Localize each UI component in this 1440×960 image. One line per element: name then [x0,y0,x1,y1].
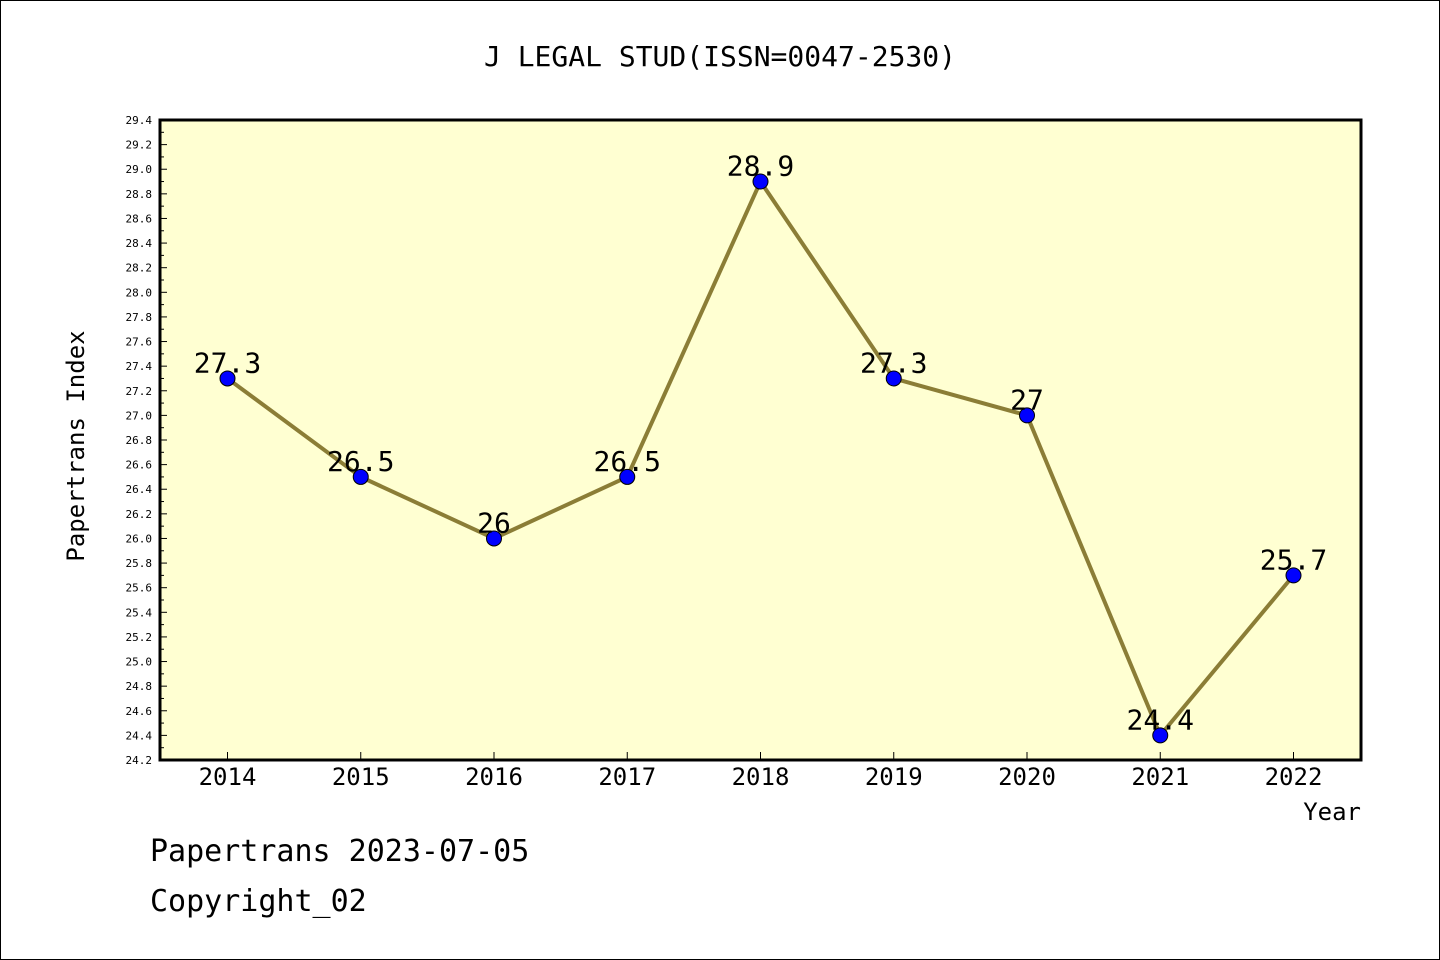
x-axis-title: Year [1303,798,1361,826]
y-tick-label: 28.2 [126,262,153,275]
x-tick-label: 2017 [598,763,656,791]
y-tick-label: 27.4 [126,360,153,373]
x-tick-label: 2022 [1265,763,1323,791]
x-axis: 2014 2015 2016 2017 2018 2019 2020 2021 2022 [199,752,1323,791]
data-label: 26 [477,506,511,539]
data-label: 26.5 [327,445,394,478]
data-point [885,370,902,387]
y-tick-label: 25.4 [126,606,153,619]
data-label: 27.3 [860,346,927,379]
chart-title: J LEGAL STUD(ISSN=0047-2530) [484,40,956,73]
y-tick-label: 24.6 [126,705,153,718]
data-label: 25.7 [1260,543,1327,576]
data-label: 26.5 [594,445,661,478]
y-tick-label: 27.2 [126,385,153,398]
data-label: 27 [1010,383,1044,416]
data-point [486,530,502,547]
data-label: 28.9 [727,150,794,183]
data-point [752,173,769,190]
y-tick-label: 28.8 [126,188,153,201]
y-tick-label: 25.8 [126,557,153,570]
data-point [1019,407,1035,424]
x-tick-label: 2014 [199,763,257,791]
y-axis-title: Papertrans Index [62,330,90,561]
y-tick-label: 27.0 [126,409,153,422]
x-tick-label: 2016 [465,763,523,791]
plot-area [158,118,1363,762]
y-tick-label: 28.6 [126,212,153,225]
y-tick-label: 28.4 [126,237,153,250]
footer-copyright: Copyright_02 [150,884,367,919]
data-point [352,468,369,485]
x-tick-label: 2015 [332,763,390,791]
y-tick-label: 29.2 [126,139,153,152]
y-tick-label: 26.4 [126,483,153,496]
y-tick-label: 24.4 [126,729,153,742]
data-point [219,370,236,387]
x-tick-label: 2018 [732,763,790,791]
y-tick-label: 26.0 [126,532,153,545]
data-point [619,468,636,485]
series-line-group [219,173,1302,744]
data-point [1285,567,1302,584]
y-tick-label: 24.8 [126,680,153,693]
data-point [1152,727,1169,744]
footer-date: Papertrans 2023-07-05 [150,834,530,869]
y-axis: 24.2 24.4 24.6 24.8 25.0 25.2 25.4 25.6 25.8 26.0… [126,114,167,767]
y-tick-label: 25.0 [126,656,153,669]
data-label: 24.4 [1127,703,1194,736]
y-tick-label: 25.6 [126,582,153,595]
y-tick-label: 26.2 [126,508,153,521]
data-labels: 27.3 26.5 26 26.5 28.9 27.3 27 24.4 25.7 [194,150,1327,737]
y-tick-label: 26.8 [126,434,153,447]
y-tick-label: 26.6 [126,459,153,472]
y-tick-label: 27.6 [126,336,153,349]
data-label: 27.3 [194,346,261,379]
y-tick-label: 29.4 [126,114,153,127]
y-tick-label: 27.8 [126,311,153,324]
x-tick-label: 2021 [1131,763,1189,791]
x-tick-label: 2019 [865,763,923,791]
y-tick-label: 25.2 [126,631,153,644]
x-tick-label: 2020 [998,763,1056,791]
y-tick-label: 24.2 [126,754,153,767]
y-tick-label: 28.0 [126,286,153,299]
y-tick-label: 29.0 [126,163,153,176]
